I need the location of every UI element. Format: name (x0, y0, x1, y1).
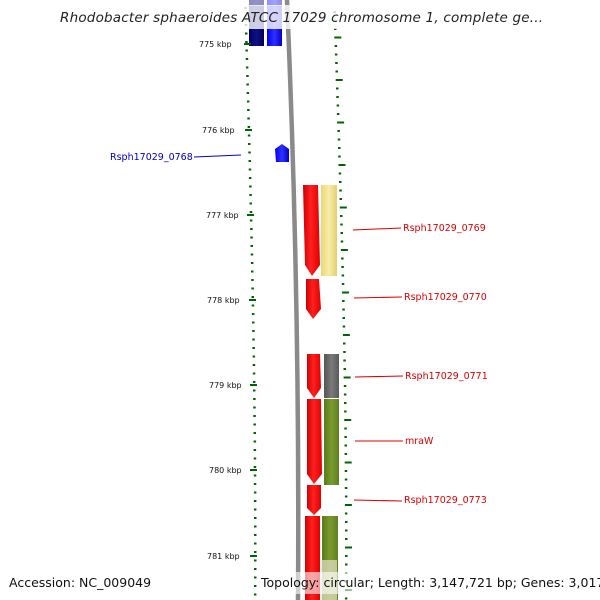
kbp-label: 780 kbp (209, 466, 242, 475)
leader-line (353, 499, 403, 502)
cog-bar-gray (324, 354, 339, 398)
highlight-band (248, 0, 283, 6)
kbp-label: 776 kbp (202, 126, 235, 135)
inner-tick-ring (333, 11, 352, 600)
kbp-ruler: 775 kbp 776 kbp 777 kbp 778 kbp 779 kbp … (199, 40, 257, 561)
kbp-label: 779 kbp (209, 381, 242, 390)
footer-backdrop (258, 572, 594, 594)
kbp-label: 778 kbp (207, 296, 240, 305)
title-backdrop (55, 5, 545, 29)
leader-line (354, 375, 404, 378)
gene-arrow-rsph17029-0768[interactable] (275, 144, 289, 162)
gene-arrow-rsph17029-0771[interactable] (307, 354, 321, 398)
feature-label-rsph17029-0768[interactable]: Rsph17029_0768 (110, 152, 193, 163)
feature-label-mraw[interactable]: mraW (405, 436, 434, 447)
feature-label-rsph17029-0773[interactable]: Rsph17029_0773 (404, 495, 487, 506)
leader-line (352, 227, 402, 231)
feature-label-rsph17029-0769[interactable]: Rsph17029_0769 (403, 223, 486, 234)
leader-line (193, 154, 242, 158)
feature-label-rsph17029-0770[interactable]: Rsph17029_0770 (404, 292, 487, 303)
gene-arrow-mraw[interactable] (307, 399, 322, 484)
feature-labels: Rsph17029_0768 Rsph17029_0769 Rsph17029_… (110, 152, 488, 506)
leader-line (353, 296, 403, 299)
kbp-label: 777 kbp (206, 211, 239, 220)
feature-label-rsph17029-0771[interactable]: Rsph17029_0771 (405, 371, 488, 382)
cog-bar-olive (324, 399, 339, 485)
accession-text: Accession: NC_009049 (9, 575, 151, 590)
gene-arrow-rsph17029-0770[interactable] (306, 279, 321, 319)
kbp-label: 775 kbp (199, 40, 232, 49)
cog-bar-yellow (321, 185, 337, 276)
gene-arrow-rsph17029-0773[interactable] (307, 485, 321, 515)
gene-arrow-rsph17029-0769[interactable] (303, 185, 320, 276)
outer-tick-ring (244, 7, 257, 596)
topology-summary: Topology: circular; Length: 3,147,721 bp… (260, 575, 600, 590)
kbp-label: 781 kbp (207, 552, 240, 561)
map-title: Rhodobacter sphaeroides ATCC 17029 chrom… (60, 10, 543, 26)
chromosome-backbone (284, 0, 301, 600)
